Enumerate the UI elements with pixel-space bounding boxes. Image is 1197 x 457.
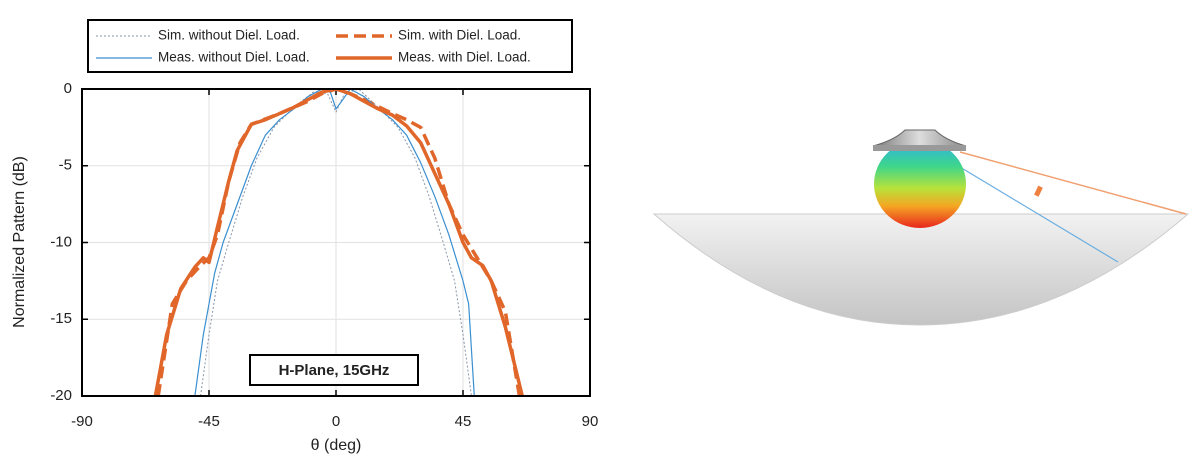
y-tick-label: 0 [64, 80, 72, 97]
x-tick-label: -45 [198, 413, 220, 430]
feed-horn [873, 130, 966, 146]
x-tick-label: 0 [332, 413, 340, 430]
legend-label: Sim. with Diel. Load. [398, 28, 521, 43]
legend-label: Meas. with Diel. Load. [398, 50, 531, 65]
angle-marker [1034, 186, 1043, 197]
y-tick-label: -15 [50, 310, 72, 327]
legend-label: Meas. without Diel. Load. [158, 50, 310, 65]
legend: Sim. without Diel. Load. Sim. with Diel. … [88, 20, 572, 72]
y-tick-label: -10 [50, 233, 72, 250]
x-tick-label: 45 [455, 413, 472, 430]
feed-pattern [874, 140, 966, 228]
ray-orange [960, 152, 1186, 214]
plot: Normalized Pattern (dB) θ (deg) -90 -45 0 4… [11, 20, 598, 454]
figure: Normalized Pattern (dB) θ (deg) -90 -45 0 4… [0, 0, 1197, 457]
reflector-dish [654, 214, 1188, 325]
x-tick-label: 90 [582, 413, 599, 430]
y-axis-label: Normalized Pattern (dB) [11, 156, 28, 328]
x-axis-label: θ (deg) [311, 437, 362, 454]
y-tick-label: -20 [50, 387, 72, 404]
annotation: H-Plane, 15GHz [279, 362, 390, 379]
feed-rim [873, 145, 966, 151]
legend-label: Sim. without Diel. Load. [158, 28, 300, 43]
x-tick-label: -90 [71, 413, 93, 430]
y-tick-label: -5 [59, 157, 72, 174]
illustration [654, 130, 1188, 325]
